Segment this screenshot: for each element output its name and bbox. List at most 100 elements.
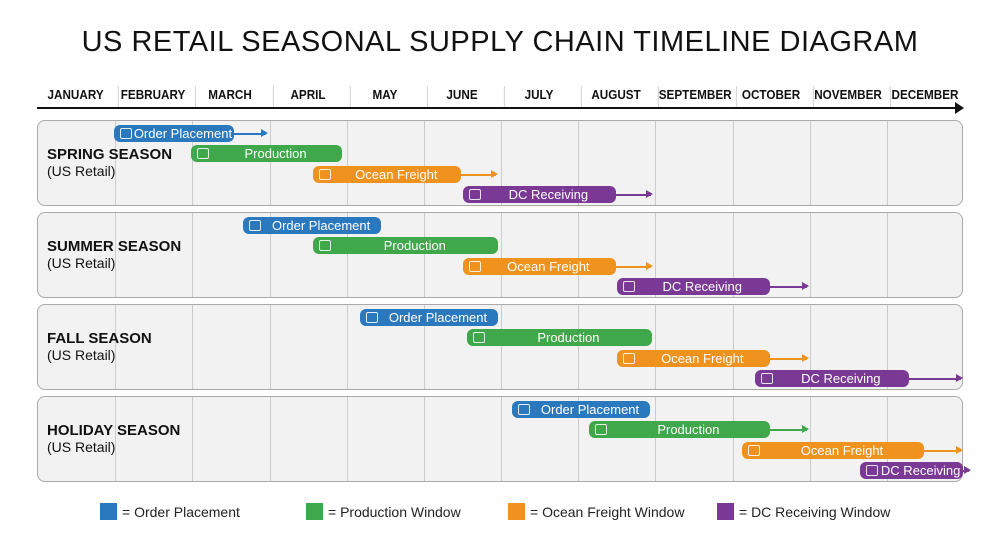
month-label: MAY <box>349 86 419 108</box>
receiving-icon <box>622 281 635 292</box>
phase-label: DC Receiving <box>880 463 961 478</box>
freight-icon <box>622 353 635 364</box>
gridline <box>655 121 657 205</box>
gridline <box>346 213 348 297</box>
freight-icon <box>468 261 481 272</box>
phase-bar-order: Order Placement <box>114 125 234 142</box>
gridline <box>809 213 811 297</box>
legend-item: = DC Receiving Window <box>717 503 890 520</box>
phase-label: Ocean Freight <box>507 259 590 274</box>
legend-swatch <box>717 503 734 520</box>
order-icon <box>249 220 262 231</box>
gridline <box>423 397 425 481</box>
gridline <box>192 121 194 205</box>
phase-bar-production: Production <box>313 237 499 254</box>
phase-arrow <box>611 263 653 269</box>
season-subtitle: (US Retail) <box>47 347 116 363</box>
phase-label: Production <box>657 422 720 437</box>
gridline <box>501 121 502 205</box>
season-name: SUMMER SEASON <box>47 238 182 255</box>
phase-bar-freight: Ocean Freight <box>616 350 771 367</box>
phase-label: DC Receiving <box>662 279 743 294</box>
gridline <box>269 397 271 481</box>
gridline <box>732 397 734 481</box>
month-label: JUNE <box>426 86 496 108</box>
gridline <box>578 397 580 481</box>
gridline <box>732 121 734 205</box>
gridline <box>578 121 580 205</box>
phase-label: Production <box>537 330 600 345</box>
phase-arrow <box>611 191 653 197</box>
phase-bar-freight: Ocean Freight <box>462 258 616 275</box>
legend-item: = Order Placement <box>100 503 240 520</box>
production-icon <box>472 332 485 343</box>
production-icon <box>197 148 210 159</box>
gridline <box>501 397 502 481</box>
order-icon <box>365 312 378 323</box>
season-label: SPRING SEASON (US Retail) <box>47 121 172 205</box>
season-label: FALL SEASON (US Retail) <box>47 305 152 389</box>
order-icon <box>517 404 530 415</box>
phase-label: DC Receiving <box>801 371 881 386</box>
receiving-icon <box>866 465 879 476</box>
phase-label: Ocean Freight <box>800 443 884 458</box>
phase-label: Production <box>383 238 446 253</box>
gridline <box>886 397 888 481</box>
legend-label: = Order Placement <box>122 503 240 520</box>
gridline <box>732 305 734 389</box>
phase-label: Order Placement <box>271 218 371 233</box>
legend-label: = Production Window <box>328 503 461 520</box>
gridline <box>809 397 811 481</box>
gridline <box>886 121 888 205</box>
gridline <box>578 213 580 297</box>
phase-bar-order: Order Placement <box>359 309 499 326</box>
month-label: MARCH <box>195 86 264 108</box>
phase-arrow <box>959 467 971 473</box>
gridline <box>192 305 194 389</box>
production-icon <box>319 240 332 251</box>
phase-bar-production: Production <box>588 421 771 438</box>
season-subtitle: (US Retail) <box>47 255 116 271</box>
gridline <box>501 305 502 389</box>
gridline <box>886 305 888 389</box>
legend-item: = Ocean Freight Window <box>508 503 684 520</box>
production-icon <box>594 424 607 435</box>
legend-swatch <box>100 503 117 520</box>
phase-label: Production <box>244 146 307 161</box>
season-row: SUMMER SEASON (US Retail) <box>37 212 963 298</box>
gridline <box>346 397 348 481</box>
phase-bar-order: Order Placement <box>243 217 382 234</box>
phase-arrow <box>229 130 269 136</box>
season-label: HOLIDAY SEASON (US Retail) <box>47 397 180 481</box>
gridline <box>886 213 888 297</box>
gridline <box>809 305 811 389</box>
gridline <box>423 305 425 389</box>
gridline <box>269 213 271 297</box>
month-label: JULY <box>503 86 573 108</box>
season-row: HOLIDAY SEASON (US Retail) <box>37 396 963 482</box>
gridline <box>655 397 657 481</box>
legend-label: = DC Receiving Window <box>739 503 891 520</box>
phase-bar-receiving: DC Receiving <box>754 370 909 387</box>
freight-icon <box>319 169 332 180</box>
phase-label: Order Placement <box>540 402 640 417</box>
freight-icon <box>747 445 760 456</box>
gridline <box>115 213 117 297</box>
phase-bar-production: Production <box>191 145 342 162</box>
month-label: NOVEMBER <box>812 86 882 108</box>
gridline <box>732 213 734 297</box>
phase-arrow <box>457 171 499 177</box>
gridline <box>192 397 194 481</box>
legend-swatch <box>508 503 525 520</box>
gridline <box>655 305 657 389</box>
phase-arrow <box>904 375 964 381</box>
month-label: AUGUST <box>581 86 650 108</box>
season-name: FALL SEASON <box>47 330 152 347</box>
gridline <box>423 121 425 205</box>
legend-item: = Production Window <box>306 503 461 520</box>
gridline <box>115 305 117 389</box>
gridline <box>269 305 271 389</box>
phase-bar-receiving: DC Receiving <box>860 462 963 479</box>
season-subtitle: (US Retail) <box>47 163 116 179</box>
gridline <box>346 121 348 205</box>
